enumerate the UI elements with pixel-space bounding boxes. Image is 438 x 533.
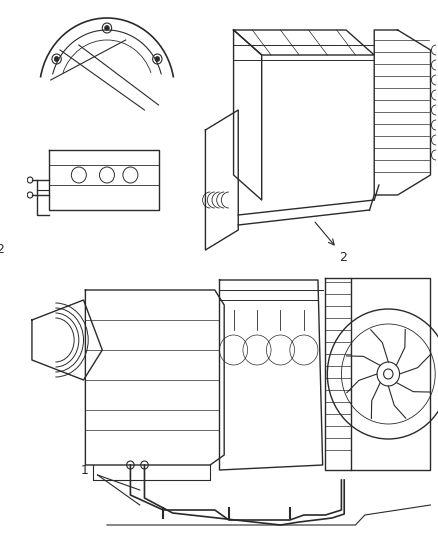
Text: 1: 1 xyxy=(80,464,88,477)
Circle shape xyxy=(155,56,160,61)
Circle shape xyxy=(54,56,59,61)
Circle shape xyxy=(105,26,110,30)
Text: 2: 2 xyxy=(0,243,4,256)
Text: 2: 2 xyxy=(339,251,347,264)
